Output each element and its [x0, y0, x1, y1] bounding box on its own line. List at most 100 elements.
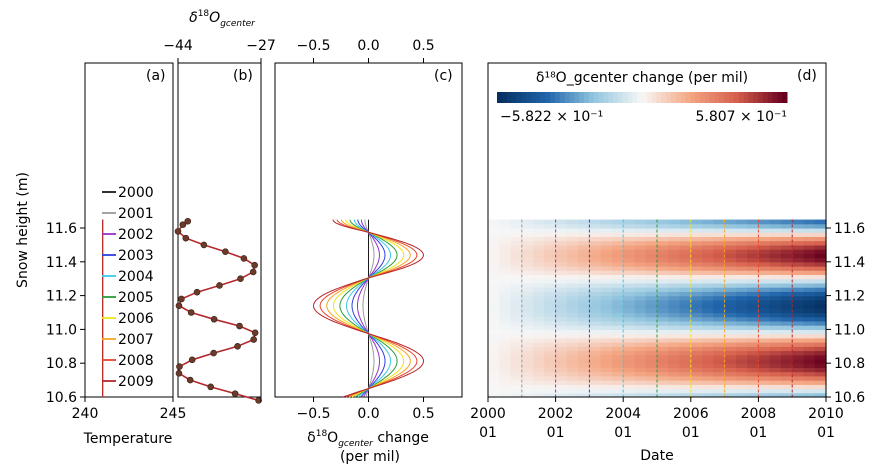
heatmap-cell: [510, 232, 523, 237]
data-point-b: [207, 383, 215, 391]
heatmap-cell: [566, 261, 579, 267]
heatmap-cell: [702, 363, 714, 368]
heatmap-cell: [634, 337, 647, 343]
heatmap-cell: [792, 274, 805, 280]
heatmap-cell: [747, 350, 759, 356]
data-point-b: [178, 295, 185, 303]
heatmap-cell: [724, 354, 737, 360]
series-line-c-2002: [357, 219, 381, 398]
heatmap-cell: [724, 278, 737, 284]
heatmap-cell: [578, 308, 590, 314]
colorbar-segment: [588, 92, 595, 103]
heatmap-cell: [533, 329, 545, 335]
heatmap-cell: [679, 363, 692, 368]
heatmap-cell: [657, 380, 669, 385]
heatmap-cell: [803, 219, 816, 225]
heatmap-cell: [713, 253, 726, 259]
heatmap-cell: [690, 266, 703, 271]
heatmap-cell: [690, 261, 703, 267]
heatmap-cell: [600, 380, 613, 385]
heatmap-cell: [690, 363, 703, 368]
heatmap-cell: [544, 228, 557, 233]
heatmap-cell: [499, 316, 512, 322]
heatmap-cell: [521, 266, 534, 271]
heatmap-cell: [668, 384, 681, 390]
heatmap-cell: [780, 282, 793, 288]
heatmap-cell: [747, 325, 759, 330]
heatmap-cell: [780, 329, 793, 335]
data-point-b: [210, 315, 218, 323]
heatmap-cell: [510, 219, 523, 225]
heatmap-cell: [578, 282, 590, 288]
heatmap-cell: [690, 333, 703, 339]
heatmap-cell: [600, 244, 613, 250]
heatmap-cell: [578, 329, 590, 335]
heatmap-cell: [645, 320, 658, 326]
heatmap-cell: [566, 308, 579, 314]
heatmap-cell: [645, 257, 658, 263]
heatmap-cell: [747, 375, 759, 381]
heatmap-cell: [634, 316, 647, 322]
heatmap-cell: [724, 236, 737, 242]
heatmap-cell: [611, 295, 624, 301]
heatmap-cell: [578, 236, 590, 242]
heatmap-cell: [668, 337, 681, 343]
heatmap-cell: [510, 270, 523, 275]
x-tick-label-c: 0.5: [412, 406, 434, 422]
heatmap-cell: [747, 232, 759, 237]
heatmap-cell: [758, 236, 771, 242]
heatmap-cell: [747, 329, 759, 335]
heatmap-cell: [769, 375, 782, 381]
heatmap-cell: [702, 380, 714, 385]
heatmap-cell: [668, 316, 681, 322]
heatmap-cell: [657, 219, 669, 225]
heatmap-cell: [713, 236, 726, 242]
heatmap-cell: [499, 266, 512, 271]
heatmap-cell: [611, 270, 624, 275]
heatmap-cell: [769, 363, 782, 368]
heatmap-cell: [499, 384, 512, 390]
heatmap-cell: [544, 329, 557, 335]
heatmap-cell: [533, 367, 545, 373]
heatmap-cell: [611, 363, 624, 368]
heatmap-cell: [735, 232, 748, 237]
heatmap-cell: [758, 282, 771, 288]
heatmap-cell: [634, 308, 647, 314]
data-point-b: [175, 302, 183, 310]
heatmap-cell: [792, 337, 805, 343]
heatmap-cell: [769, 291, 782, 297]
heatmap-cell: [735, 388, 748, 394]
heatmap-cell: [623, 253, 636, 259]
heatmap-cell: [724, 249, 737, 254]
heatmap-cell: [499, 249, 512, 254]
heatmap-cell: [780, 392, 793, 398]
heatmap-cell: [780, 270, 793, 275]
heatmap-cell: [814, 219, 827, 225]
heatmap-cell: [792, 232, 805, 237]
heatmap-cell: [555, 274, 568, 280]
heatmap-cell: [555, 316, 568, 322]
heatmap-cell: [600, 240, 613, 246]
heatmap-cell: [634, 333, 647, 339]
heatmap-cell: [724, 312, 737, 318]
heatmap-cell: [780, 295, 793, 301]
heatmap-cell: [488, 350, 500, 356]
heatmap-cell: [488, 312, 500, 318]
heatmap-cell: [735, 244, 748, 250]
heatmap-cell: [814, 236, 827, 242]
heatmap-cell: [657, 253, 669, 259]
heatmap-cell: [521, 295, 534, 301]
colorbar-segment: [700, 92, 706, 103]
heatmap-cell: [600, 367, 613, 373]
colorbar-segment: [762, 92, 769, 103]
heatmap-cell: [668, 333, 681, 339]
heatmap-cell: [780, 371, 793, 377]
heatmap-cell: [803, 320, 816, 326]
heatmap-cell: [499, 236, 512, 242]
heatmap-cell: [499, 359, 512, 364]
heatmap-cell: [544, 274, 557, 280]
heatmap-cell: [634, 257, 647, 263]
data-point-b: [251, 329, 259, 337]
x-tick-label-a: 245: [160, 406, 187, 422]
series-line-c-2008: [319, 219, 418, 398]
